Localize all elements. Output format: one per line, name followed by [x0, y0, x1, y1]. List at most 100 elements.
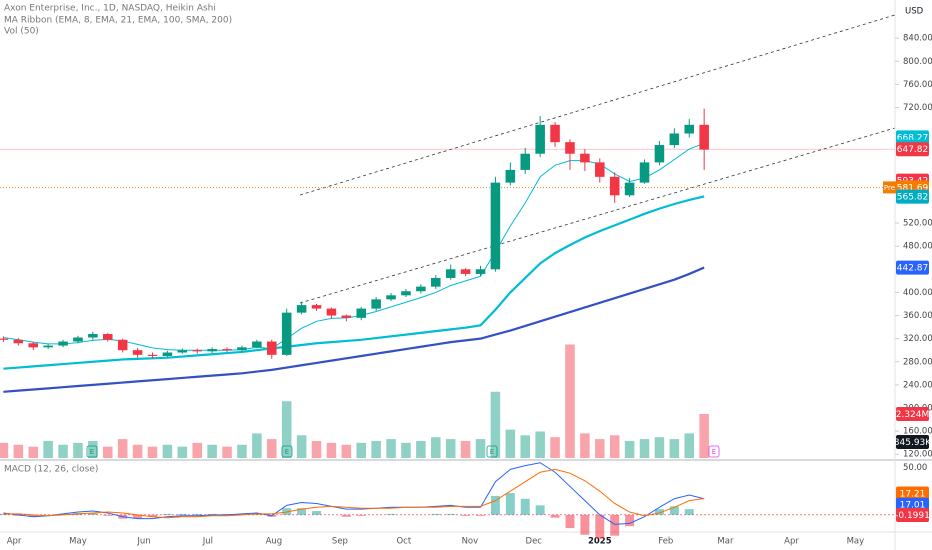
- histogram-bar: [610, 514, 620, 536]
- x-tick-label: Aug: [266, 537, 283, 547]
- macd-tag-bg: [896, 486, 929, 501]
- histogram-bar: [550, 514, 560, 518]
- volume-bar: [595, 439, 605, 458]
- candle-body: [177, 350, 188, 353]
- volume-bar: [490, 391, 501, 458]
- volume-bar: [431, 437, 441, 458]
- channel-upper: [299, 14, 896, 196]
- x-tick-label: May: [69, 537, 87, 547]
- histogram-bar: [133, 514, 143, 519]
- candle-body: [490, 182, 501, 270]
- candle-body: [475, 269, 486, 274]
- histogram-bar: [103, 514, 113, 516]
- volume-bar: [684, 433, 695, 458]
- volume-bar: [326, 442, 337, 458]
- candle-body: [654, 145, 665, 163]
- moving-average: [3, 266, 705, 393]
- x-tick-label: 2025: [588, 537, 612, 547]
- candle-body: [192, 350, 203, 352]
- earnings-marker: E: [490, 448, 494, 456]
- candle-body: [595, 162, 605, 177]
- earnings-marker-bg: [86, 445, 98, 458]
- histogram-bar: [490, 495, 500, 515]
- histogram-bar: [669, 506, 679, 515]
- volume-bar: [117, 439, 128, 458]
- histogram-bar: [446, 513, 456, 515]
- candle-body: [609, 176, 620, 196]
- candle-body: [43, 345, 53, 348]
- histogram-bar: [28, 514, 38, 517]
- x-tick-label: Dec: [526, 537, 543, 547]
- price-tag: 581.69: [897, 183, 929, 193]
- x-tick-label: Sep: [332, 537, 348, 547]
- volume-bar: [207, 444, 217, 458]
- volume-bar: [580, 433, 590, 458]
- volume-tag: 845.93K: [894, 438, 932, 448]
- histogram-bar: [520, 498, 530, 515]
- histogram-bar: [580, 514, 590, 535]
- candle-body: [669, 133, 680, 146]
- volume-bar: [475, 439, 486, 458]
- earnings-marker-bg: [708, 445, 720, 458]
- earnings-marker: E: [285, 448, 289, 456]
- histogram-bar: [565, 514, 575, 529]
- histogram-bar: [192, 513, 202, 515]
- earnings-marker: E: [712, 448, 716, 456]
- volume-bar: [445, 439, 456, 458]
- histogram-bar: [88, 512, 98, 515]
- volume-bar: [222, 446, 232, 458]
- volume-bar: [550, 437, 560, 458]
- volume-tag-bg: [896, 407, 929, 422]
- y-tick-label: 480.00: [903, 242, 932, 252]
- candle-body: [445, 269, 456, 278]
- candle-body: [237, 347, 247, 351]
- y-tick-label: 120.00: [903, 450, 932, 460]
- channel-lower: [299, 127, 896, 304]
- volume-bar: [132, 444, 143, 458]
- x-tick-label: Jul: [202, 537, 213, 547]
- candle-body: [416, 286, 426, 292]
- candle-body: [296, 305, 307, 313]
- volume-bar: [311, 440, 322, 458]
- x-tick-label: Mar: [717, 537, 734, 547]
- candle-body: [207, 349, 217, 352]
- volume-bar: [0, 442, 9, 458]
- candle-body: [624, 182, 635, 196]
- x-tick-label: Apr: [784, 537, 799, 547]
- earnings-marker-bg: [281, 445, 293, 458]
- macd-tag: 17.21: [900, 490, 926, 500]
- volume-bar: [147, 446, 158, 458]
- y-tick-label: 400.00: [903, 288, 932, 298]
- macd-tag: 17.01: [900, 501, 926, 511]
- volume-title: Vol (50): [4, 27, 39, 37]
- volume-bar: [505, 429, 516, 458]
- y-tick-label: 280.00: [903, 357, 932, 367]
- histogram-bar: [148, 514, 157, 517]
- candle-body: [117, 339, 128, 351]
- histogram-bar: [684, 509, 694, 515]
- price-tag: 565.82: [897, 193, 929, 203]
- candle-body: [58, 341, 68, 346]
- histogram-bar: [505, 493, 515, 515]
- histogram-bar: [297, 508, 307, 515]
- candle-body: [0, 338, 9, 340]
- y-tick-label: 320.00: [903, 334, 932, 344]
- candle-body: [431, 277, 441, 287]
- candle-body: [147, 354, 158, 356]
- candle-body: [639, 162, 650, 183]
- candle-body: [356, 308, 367, 318]
- macd-line: [3, 462, 705, 525]
- volume-bar: [252, 433, 262, 458]
- histogram-bar: [341, 514, 351, 517]
- candle-body: [371, 299, 381, 309]
- volume-bar: [565, 344, 575, 458]
- volume-bar: [609, 435, 620, 458]
- volume-bar: [386, 439, 396, 458]
- candle-body: [401, 291, 411, 296]
- candle-body: [550, 124, 560, 143]
- histogram-bar: [162, 513, 172, 515]
- candle-body: [341, 315, 352, 318]
- volume-bar: [58, 444, 68, 458]
- x-tick-label: Feb: [658, 537, 673, 547]
